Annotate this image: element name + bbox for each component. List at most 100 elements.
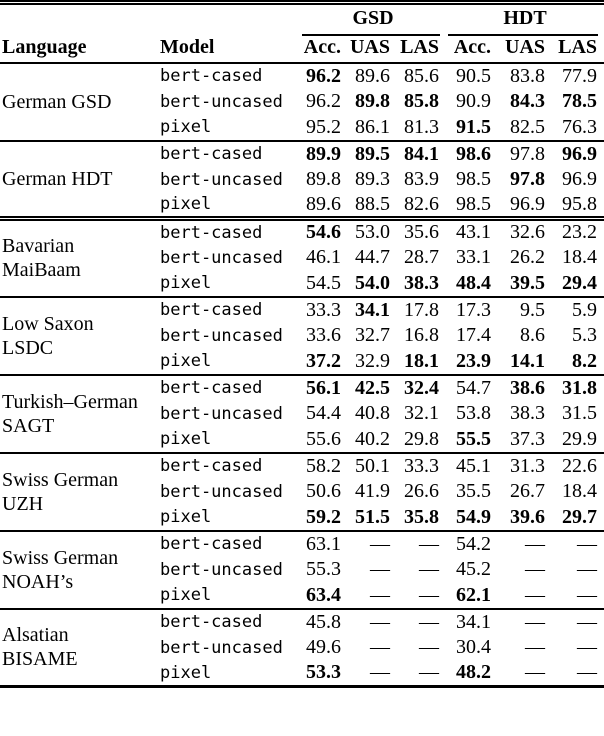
metric-value: 63.1 (306, 532, 341, 555)
metric-value: 38.3 (510, 402, 546, 424)
table-row: bert-uncased 50.6 41.9 26.6 35.5 26.7 18.4 (0, 479, 604, 505)
metric-value: — (577, 583, 598, 606)
metric-value: 46.1 (306, 246, 341, 268)
language-name: Swiss German NOAH’s (2, 546, 119, 593)
metric-value: 83.8 (510, 64, 546, 87)
results-table-container: GSD HDT Language Model Acc. UAS LAS Acc.… (0, 0, 604, 688)
metric-value: — (577, 532, 598, 555)
metric-value: 18.4 (562, 480, 598, 502)
metric-value: 89.9 (306, 142, 341, 165)
table-row: bert-uncased 54.4 40.8 32.1 53.8 38.3 31.5 (0, 401, 604, 427)
metric-value: 45.1 (456, 454, 492, 477)
language-group: Low Saxon LSDC bert-cased 33.3 34.1 17.8 17.3 9… (0, 296, 604, 375)
language-name: German GSD (2, 90, 112, 113)
language-name: Low Saxon LSDC (2, 312, 94, 359)
metric-value: 37.2 (306, 349, 341, 372)
metric-value: 40.8 (355, 402, 390, 424)
metric-value: 42.5 (355, 376, 390, 399)
metric-value: 48.2 (456, 661, 492, 684)
table-row: bert-uncased 33.6 32.7 16.8 17.4 8.6 5.3 (0, 323, 604, 349)
metric-value: 9.5 (520, 298, 546, 321)
column-header-hdt-acc: Acc. (453, 35, 492, 58)
header-columns-row: Language Model Acc. UAS LAS Acc. UAS LAS (0, 36, 604, 63)
model-name: bert-uncased (160, 403, 283, 424)
metric-value: 29.7 (562, 505, 598, 528)
metric-value: 78.5 (562, 90, 598, 112)
metric-value: 84.1 (404, 142, 440, 165)
table-row: pixel 59.2 51.5 35.8 54.9 39.6 29.7 (0, 505, 604, 531)
metric-value: — (525, 532, 546, 555)
header-spacer (160, 3, 300, 36)
metric-value: 32.9 (355, 349, 390, 372)
language-group: Bavarian MaiBaam bert-cased 54.6 53.0 35.6 43.… (0, 218, 604, 297)
metric-value: 23.9 (456, 349, 492, 372)
metric-value: 84.3 (510, 90, 546, 112)
language-group: Swiss German NOAH’s bert-cased 63.1 — — 54.2 — —… (0, 530, 604, 609)
metric-value: 86.1 (355, 115, 390, 138)
metric-value: — (419, 610, 440, 633)
metric-value: 58.2 (306, 454, 341, 477)
column-header-gsd-las: LAS (400, 35, 440, 58)
metric-value: 55.6 (306, 427, 341, 450)
column-header-language: Language (2, 35, 87, 58)
metric-value: 91.5 (456, 115, 492, 138)
metric-value: 18.4 (562, 246, 598, 268)
metric-value: 45.8 (306, 610, 341, 633)
metric-value: 89.5 (355, 142, 390, 165)
model-name: bert-uncased (160, 481, 283, 502)
metric-value: 98.5 (456, 168, 492, 190)
model-name: bert-cased (160, 534, 263, 554)
metric-value: 39.5 (510, 271, 546, 294)
language-group: Turkish–German SAGT bert-cased 56.1 42.5 32.4… (0, 374, 604, 453)
metric-value: 37.3 (510, 427, 546, 450)
metric-value: 95.2 (306, 115, 341, 138)
metric-value: 40.2 (355, 427, 390, 450)
metric-value: 14.1 (510, 349, 546, 372)
metric-value: 28.7 (404, 246, 440, 268)
metric-value: 54.5 (306, 271, 341, 294)
metric-value: 54.9 (456, 505, 492, 528)
metric-value: 88.5 (355, 192, 390, 215)
metric-value: 53.8 (456, 402, 492, 424)
metric-value: 26.6 (404, 480, 440, 502)
language-group: German HDT bert-cased 89.9 89.5 84.1 98.6 97.8… (0, 140, 604, 219)
metric-value: — (577, 610, 598, 633)
table-row: pixel 55.6 40.2 29.8 55.5 37.3 29.9 (0, 427, 604, 453)
metric-value: 5.9 (572, 298, 598, 321)
table-row: Swiss German NOAH’s bert-cased 63.1 — — 54.2 — — (0, 531, 604, 593)
metric-value: 83.9 (404, 168, 440, 190)
metric-value: — (419, 532, 440, 555)
metric-value: 55.3 (306, 558, 341, 580)
model-name: bert-cased (160, 612, 263, 632)
metric-value: 39.6 (510, 505, 546, 528)
model-name: pixel (160, 273, 212, 293)
model-name: pixel (160, 351, 212, 371)
model-name: pixel (160, 117, 212, 137)
metric-value: 89.8 (355, 90, 390, 112)
language-group: Alsatian BISAME bert-cased 45.8— —34.1— — bert… (0, 608, 604, 687)
table-row: pixel 37.2 32.9 18.1 23.9 14.1 8.2 (0, 349, 604, 375)
metric-value: 33.3 (306, 298, 341, 321)
table-row: Turkish–German SAGT bert-cased 56.1 42.5 32.4… (0, 375, 604, 437)
metric-value: 59.2 (306, 505, 341, 528)
metric-value: 26.7 (510, 480, 546, 502)
metric-value: 35.6 (404, 221, 440, 244)
model-name: bert-cased (160, 222, 263, 243)
metric-value: 17.8 (404, 298, 440, 321)
metric-value: 63.4 (306, 583, 341, 606)
column-header-hdt-las: LAS (558, 35, 598, 58)
column-header-model: Model (160, 35, 215, 58)
model-name: bert-uncased (160, 637, 283, 658)
column-header-gsd-acc: Acc. (303, 35, 341, 58)
metric-value: 77.9 (562, 64, 598, 87)
metric-value: 18.1 (404, 349, 440, 372)
model-name: bert-cased (160, 456, 263, 476)
metric-value: 31.5 (562, 402, 598, 424)
metric-value: 54.7 (456, 376, 492, 399)
metric-value: 90.5 (456, 64, 492, 87)
table-row: Bavarian MaiBaam bert-cased 54.6 53.0 35.6 43.… (0, 219, 604, 281)
metric-value: 62.1 (456, 583, 492, 606)
metric-value: 34.1 (355, 298, 390, 321)
metric-value: — (525, 583, 546, 606)
metric-value: 89.8 (306, 168, 341, 190)
